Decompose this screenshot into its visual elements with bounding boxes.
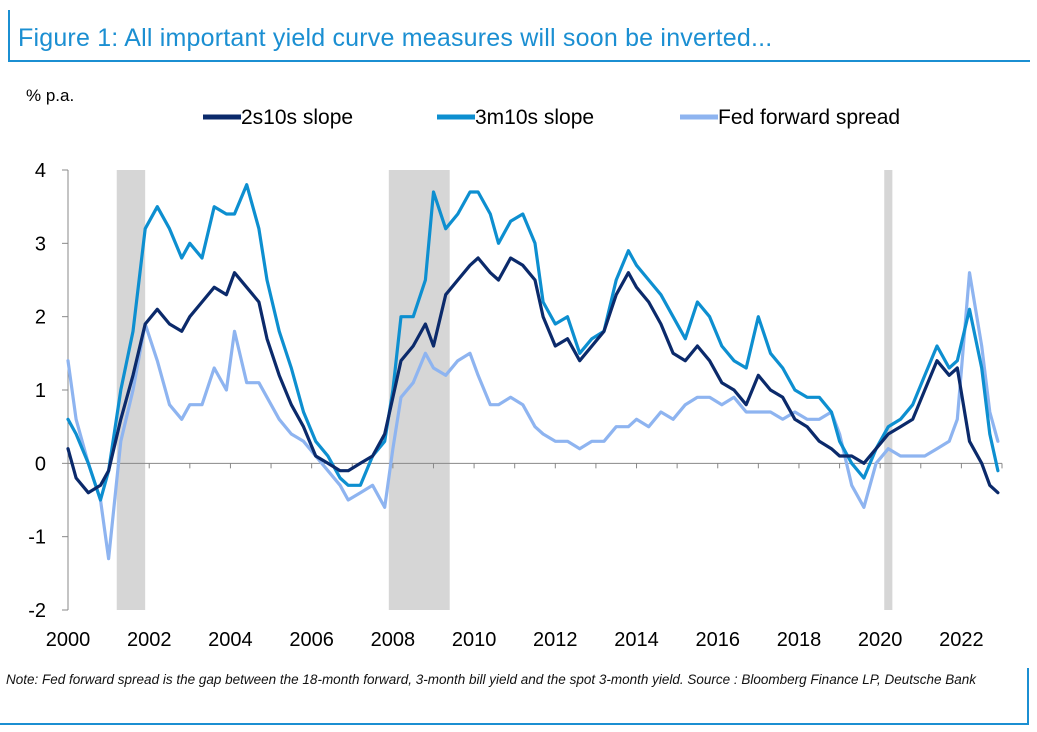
line-chart: -2 -1 0 1 2 3 4 2000 2002 2004 2006 2008 2010 2012 201…: [26, 86, 1003, 651]
x-tick-label: 2000: [46, 629, 91, 651]
legend-label-0: 2s10s slope: [241, 106, 353, 129]
x-tick-label: 2002: [127, 629, 172, 651]
series-line-2: [66, 271, 1000, 561]
x-tick-label: 2004: [208, 629, 253, 651]
x-tick-label: 2010: [452, 629, 497, 651]
y-axis-label: % p.a.: [26, 86, 74, 105]
note-frame: Note: Fed forward spread is the gap betw…: [0, 668, 1029, 725]
y-tick-label: -1: [28, 527, 46, 549]
x-tick-label: 2022: [939, 629, 984, 651]
recession-band-1: [388, 170, 450, 610]
x-tick-label: 2008: [371, 629, 416, 651]
recession-band-2: [884, 170, 893, 610]
title-frame: Figure 1: All important yield curve meas…: [8, 10, 1030, 62]
legend-label-2: Fed forward spread: [718, 106, 900, 129]
y-tick-label: 2: [35, 307, 46, 329]
y-tick-label: 4: [35, 160, 46, 182]
y-tick-label: 1: [35, 380, 46, 402]
y-tick-label: -2: [28, 600, 46, 622]
chart-axes: -2 -1 0 1 2 3 4 2000 2002 2004 2006 2008 2010 2012 201…: [28, 160, 1003, 651]
x-tick-label: 2014: [614, 629, 659, 651]
legend-label-1: 3m10s slope: [475, 106, 594, 129]
chart-series-lines: [66, 183, 1000, 561]
series-line-0: [66, 256, 1000, 495]
y-tick-label: 0: [35, 453, 46, 475]
x-tick-label: 2018: [777, 629, 822, 651]
y-tick-label: 3: [35, 233, 46, 255]
recession-shading: [116, 170, 893, 610]
x-tick-label: 2012: [533, 629, 578, 651]
figure-title: Figure 1: All important yield curve meas…: [18, 24, 773, 52]
x-tick-label: 2020: [858, 629, 903, 651]
x-tick-label: 2016: [695, 629, 740, 651]
x-tick-label: 2006: [289, 629, 334, 651]
chart-legend: 2s10s slope 3m10s slope Fed forward spread: [203, 106, 900, 129]
series-line-1: [66, 183, 1000, 502]
footnote: Note: Fed forward spread is the gap betw…: [6, 672, 977, 687]
